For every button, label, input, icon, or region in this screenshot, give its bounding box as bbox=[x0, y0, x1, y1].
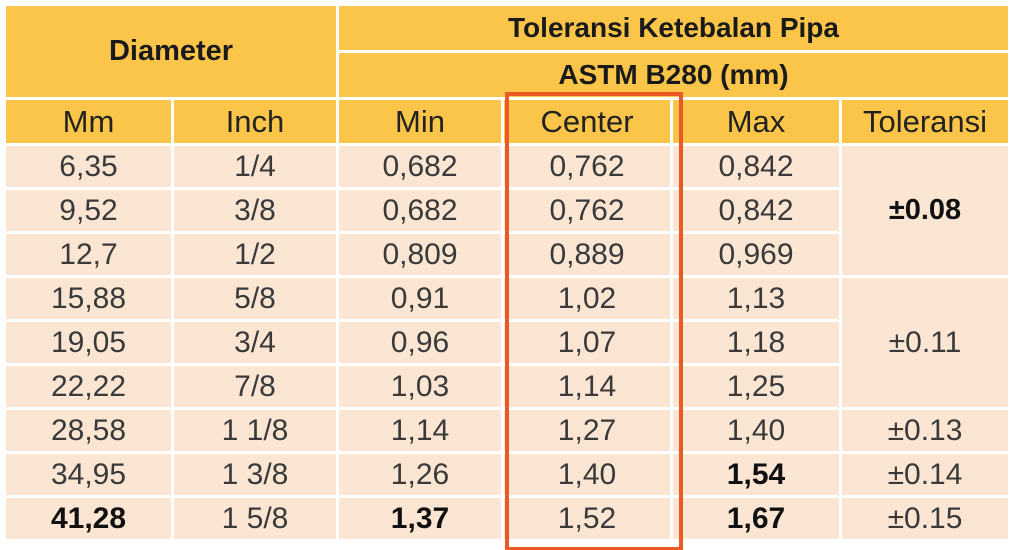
cell-toleransi: ±0.08 bbox=[842, 146, 1008, 275]
table-row: 19,05 3/4 0,96 1,07 1,18 bbox=[6, 322, 1008, 363]
column-header-inch: Inch bbox=[174, 100, 336, 143]
table-row: 12,7 1/2 0,809 0,889 0,969 bbox=[6, 234, 1008, 275]
table-row: 9,52 3/8 0,682 0,762 0,842 bbox=[6, 190, 1008, 231]
cell-mm: 22,22 bbox=[6, 366, 171, 407]
table-row: 28,58 1 1/8 1,14 1,27 1,40 ±0.13 bbox=[6, 410, 1008, 451]
cell-toleransi: ±0.15 bbox=[842, 498, 1008, 539]
standard-header: ASTM B280 (mm) bbox=[339, 53, 1008, 97]
cell-max: 1,25 bbox=[673, 366, 839, 407]
cell-toleransi: ±0.13 bbox=[842, 410, 1008, 451]
cell-mm: 15,88 bbox=[6, 278, 171, 319]
cell-min: 1,26 bbox=[339, 454, 501, 495]
cell-center: 0,762 bbox=[504, 146, 670, 187]
cell-max: 0,842 bbox=[673, 146, 839, 187]
column-header-max: Max bbox=[673, 100, 839, 143]
cell-inch: 3/8 bbox=[174, 190, 336, 231]
cell-min: 0,91 bbox=[339, 278, 501, 319]
cell-inch: 1/2 bbox=[174, 234, 336, 275]
cell-max: 1,40 bbox=[673, 410, 839, 451]
cell-inch: 7/8 bbox=[174, 366, 336, 407]
table-row: 6,35 1/4 0,682 0,762 0,842 ±0.08 bbox=[6, 146, 1008, 275]
cell-mm: 19,05 bbox=[6, 322, 171, 363]
cell-mm: 12,7 bbox=[6, 234, 171, 275]
cell-inch: 1/4 bbox=[174, 146, 336, 187]
cell-min: 0,682 bbox=[339, 190, 501, 231]
cell-max: 1,54 bbox=[673, 454, 839, 495]
cell-max: 0,969 bbox=[673, 234, 839, 275]
cell-max: 0,842 bbox=[673, 190, 839, 231]
diameter-header: Diameter bbox=[6, 6, 336, 97]
cell-max: 1,13 bbox=[673, 278, 839, 319]
cell-min: 1,03 bbox=[339, 366, 501, 407]
cell-inch: 1 5/8 bbox=[174, 498, 336, 539]
cell-inch: 3/4 bbox=[174, 322, 336, 363]
cell-min: 0,96 bbox=[339, 322, 501, 363]
cell-mm: 34,95 bbox=[6, 454, 171, 495]
cell-center: 0,762 bbox=[504, 190, 670, 231]
column-header-toleransi: Toleransi bbox=[842, 100, 1008, 143]
cell-min: 1,37 bbox=[339, 498, 501, 539]
cell-center: 1,07 bbox=[504, 322, 670, 363]
column-header-center: Center bbox=[504, 100, 670, 143]
table-row: 15,88 5/8 0,91 1,02 1,13 ±0.11 bbox=[6, 278, 1008, 407]
table-title: Toleransi Ketebalan Pipa bbox=[339, 6, 1008, 50]
column-header-min: Min bbox=[339, 100, 501, 143]
cell-mm: 28,58 bbox=[6, 410, 171, 451]
cell-center: 1,27 bbox=[504, 410, 670, 451]
cell-toleransi: ±0.14 bbox=[842, 454, 1008, 495]
cell-mm: 41,28 bbox=[6, 498, 171, 539]
cell-min: 0,809 bbox=[339, 234, 501, 275]
cell-inch: 1 3/8 bbox=[174, 454, 336, 495]
cell-center: 1,14 bbox=[504, 366, 670, 407]
cell-inch: 5/8 bbox=[174, 278, 336, 319]
table-row: 22,22 7/8 1,03 1,14 1,25 bbox=[6, 366, 1008, 407]
cell-mm: 9,52 bbox=[6, 190, 171, 231]
cell-center: 1,40 bbox=[504, 454, 670, 495]
cell-inch: 1 1/8 bbox=[174, 410, 336, 451]
cell-mm: 6,35 bbox=[6, 146, 171, 187]
cell-max: 1,18 bbox=[673, 322, 839, 363]
pipe-thickness-tolerance-table: Diameter Toleransi Ketebalan Pipa ASTM B… bbox=[3, 3, 1011, 542]
cell-min: 1,14 bbox=[339, 410, 501, 451]
cell-center: 1,02 bbox=[504, 278, 670, 319]
cell-min: 0,682 bbox=[339, 146, 501, 187]
cell-toleransi: ±0.11 bbox=[842, 278, 1008, 407]
cell-center: 1,52 bbox=[504, 498, 670, 539]
cell-center: 0,889 bbox=[504, 234, 670, 275]
column-header-mm: Mm bbox=[6, 100, 171, 143]
table-row: 34,95 1 3/8 1,26 1,40 1,54 ±0.14 bbox=[6, 454, 1008, 495]
table-row: 41,28 1 5/8 1,37 1,52 1,67 ±0.15 bbox=[6, 498, 1008, 539]
cell-max: 1,67 bbox=[673, 498, 839, 539]
